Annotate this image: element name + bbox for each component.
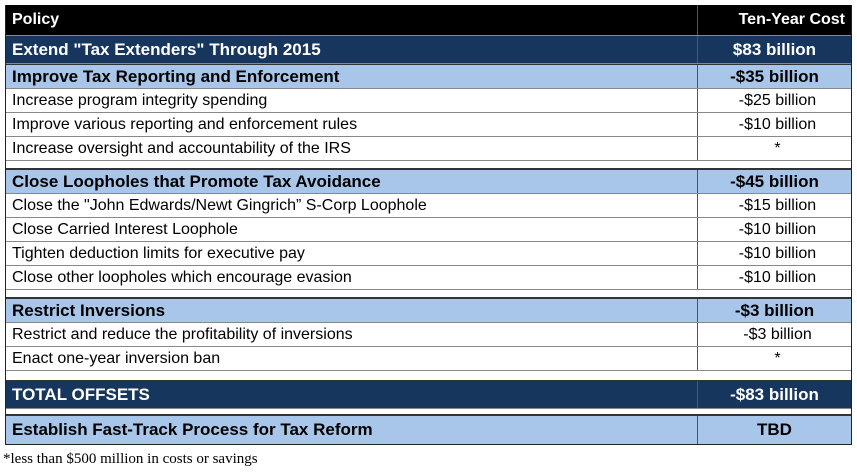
item-row: Increase program integrity spending -$25 … — [6, 89, 851, 113]
item-row: Close Carried Interest Loophole -$10 bill… — [6, 218, 851, 242]
policy-cell: Improve various reporting and enforcemen… — [6, 113, 698, 136]
item-row: Improve various reporting and enforcemen… — [6, 113, 851, 137]
header-row: Policy Ten-Year Cost — [6, 5, 851, 36]
item-row: Restrict and reduce the profitability of… — [6, 323, 851, 347]
policy-cell: Policy — [6, 5, 698, 35]
item-row: Enact one-year inversion ban * — [6, 347, 851, 371]
item-row: Increase oversight and accountability of… — [6, 137, 851, 161]
cost-cell: -$10 billion — [738, 220, 817, 238]
section-row: Restrict Inversions -$3 billion — [6, 298, 851, 323]
policy-cell: Extend "Tax Extenders" Through 2015 — [6, 36, 698, 63]
spacer — [6, 161, 851, 169]
table: Policy Ten-Year Cost Extend "Tax Extenders… — [5, 5, 852, 445]
policy-cell: Close other loopholes which encourage ev… — [6, 266, 698, 289]
policy-cell: Close the "John Edwards/Newt Gingrich” S… — [6, 194, 698, 217]
section-row: Establish Fast-Track Process for Tax Ref… — [6, 415, 851, 445]
item-row: Close the "John Edwards/Newt Gingrich” S… — [6, 194, 851, 218]
item-row: Close other loopholes which encourage ev… — [6, 266, 851, 290]
section-row: Improve Tax Reporting and Enforcement -$3… — [6, 64, 851, 89]
policy-cell: Establish Fast-Track Process for Tax Ref… — [6, 416, 698, 444]
footnote: *less than $500 million in costs or savi… — [3, 451, 258, 467]
cost-cell: -$3 billion — [743, 325, 812, 343]
cost-cell: -$83 billion — [730, 384, 819, 404]
cost-cell: -$25 billion — [738, 91, 817, 109]
policy-cell: TOTAL OFFSETS — [6, 381, 698, 408]
policy-cell: Improve Tax Reporting and Enforcement — [6, 65, 698, 88]
policy-cell: Increase program integrity spending — [6, 89, 698, 112]
section-row: Close Loopholes that Promote Tax Avoidan… — [6, 169, 851, 194]
policy-cell: Restrict Inversions — [6, 299, 698, 322]
cost-cell: TBD — [757, 420, 792, 439]
cost-cell: * — [774, 139, 781, 157]
cost-cell: -$35 billion — [730, 66, 819, 86]
spacer — [6, 371, 851, 381]
spacer — [6, 409, 851, 415]
policy-cell: Tighten deduction limits for executive p… — [6, 242, 698, 265]
policy-cell: Close Carried Interest Loophole — [6, 218, 698, 241]
policy-cell: Close Loopholes that Promote Tax Avoidan… — [6, 170, 698, 193]
highlight-row: Extend "Tax Extenders" Through 2015 $83 b… — [6, 36, 851, 64]
cost-cell: -$45 billion — [730, 171, 819, 191]
policy-cell: Restrict and reduce the profitability of… — [6, 323, 698, 346]
cost-cell: -$10 billion — [738, 244, 817, 262]
spacer — [6, 290, 851, 298]
policy-cell: Increase oversight and accountability of… — [6, 137, 698, 160]
cost-cell: -$10 billion — [738, 115, 817, 133]
policy-cell: Enact one-year inversion ban — [6, 347, 698, 370]
cost-cell: * — [774, 349, 781, 367]
cost-cell: -$10 billion — [738, 268, 817, 286]
cost-cell: $83 billion — [732, 39, 817, 59]
total-row: TOTAL OFFSETS -$83 billion — [6, 381, 851, 409]
item-row: Tighten deduction limits for executive p… — [6, 242, 851, 266]
cost-cell: -$3 billion — [734, 300, 815, 320]
cost-cell: Ten-Year Cost — [738, 11, 845, 28]
cost-cell: -$15 billion — [738, 196, 817, 214]
